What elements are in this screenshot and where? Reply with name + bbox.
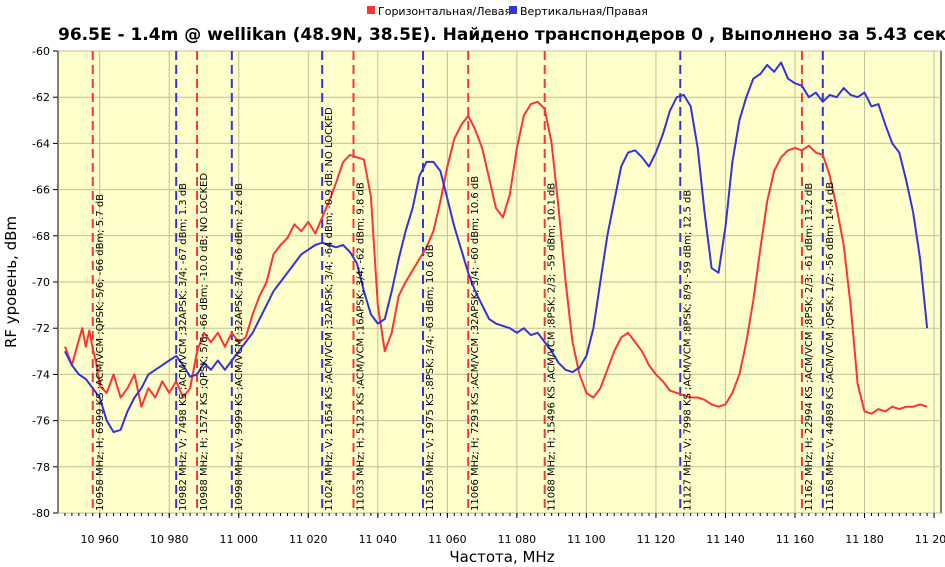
y-tick-label: -78 <box>32 461 50 474</box>
x-tick-label: 11 180 <box>845 533 884 546</box>
y-tick-label: -80 <box>32 507 50 520</box>
x-axis-ticks: 10 960 10 980 11 000 11 020 11 040 11 060 11 0… <box>64 513 945 546</box>
transponder-label: 10982 MHz; V; 7498 KS ;ACM/VCM ;32APSK; … <box>178 183 189 511</box>
x-axis-title: Частота, MHz <box>449 548 554 566</box>
transponder-label: 11024 MHz; V; 21654 KS ;ACM/VCM ;32APSK;… <box>324 107 335 511</box>
transponder-label: 11033 MHz; H; 5123 KS ;ACM/VCM ;16APSK; … <box>355 182 366 511</box>
x-tick-label: 11 140 <box>706 533 745 546</box>
transponder-label: 11168 MHz; V; 44989 KS ;ACM/VCM ;QPSK; 1… <box>825 182 836 511</box>
x-tick-label: 11 060 <box>428 533 467 546</box>
transponder-label: 11066 MHz; H; 7293 KS ;ACM/VCM ;32APSK; … <box>470 176 481 511</box>
transponder-label: 10998 MHz; V; 9999 KS ;ACM/VCM ;32APSK; … <box>234 183 245 511</box>
x-tick-label: 11 020 <box>289 533 328 546</box>
y-tick-label: -64 <box>32 137 50 150</box>
legend-label-horizontal: Горизонтальная/Левая <box>378 5 511 18</box>
x-tick-label: 10 980 <box>150 533 189 546</box>
legend-label-vertical: Вертикальная/Правая <box>520 5 648 18</box>
y-tick-label: -66 <box>32 184 50 197</box>
legend: Горизонтальная/Левая Вертикальная/Правая <box>367 5 648 18</box>
y-tick-label: -68 <box>32 230 50 243</box>
y-tick-label: -62 <box>32 91 50 104</box>
x-tick-label: 11 120 <box>637 533 676 546</box>
series-lines <box>64 61 929 434</box>
y-tick-label: -60 <box>32 45 50 58</box>
x-tick-label: 11 200 <box>915 533 945 546</box>
series-line-horizontal <box>64 100 928 415</box>
transponder-markers <box>91 51 824 513</box>
transponder-label: 11053 MHz; V; 1975 KS ;8PSK; 3/4; -63 dB… <box>425 244 436 511</box>
transponder-label: 11162 MHz; H; 22994 KS ;ACM/VCM ;8PSK; 2… <box>804 183 815 511</box>
y-tick-label: -74 <box>32 368 50 381</box>
y-axis-title: RF уровень, dBm <box>2 216 20 348</box>
series-line-vertical <box>64 61 929 434</box>
transponder-label: 10988 MHz; H; 1572 KS ;QPSK; 5/6; -66 dB… <box>199 173 210 511</box>
y-tick-label: -72 <box>32 322 50 335</box>
legend-swatch-vertical <box>509 6 517 14</box>
chart-title: 96.5E - 1.4m @ wellikan (48.9N, 38.5E). … <box>58 25 945 45</box>
x-tick-label: 11 160 <box>776 533 815 546</box>
x-tick-label: 10 960 <box>80 533 119 546</box>
x-tick-label: 11 000 <box>220 533 259 546</box>
y-axis-ticks: -60 -62 -64 -66 -68 -70 -72 -74 -76 -78 -80 <box>32 45 58 520</box>
transponder-label: 11127 MHz; V; 7998 KS ;ACM/VCM ;8PSK; 8/… <box>682 190 693 511</box>
y-tick-label: -70 <box>32 276 50 289</box>
grid <box>58 50 941 514</box>
transponder-labels: 10958 MHz; H; 6999 KS ;ACM/VCM ;QPSK; 5/… <box>95 107 836 511</box>
legend-swatch-horizontal <box>367 6 375 14</box>
transponder-label: 10958 MHz; H; 6999 KS ;ACM/VCM ;QPSK; 5/… <box>95 194 106 511</box>
x-tick-label: 11 100 <box>567 533 606 546</box>
x-tick-label: 11 080 <box>498 533 537 546</box>
y-tick-label: -76 <box>32 415 50 428</box>
x-tick-label: 11 040 <box>359 533 398 546</box>
transponder-label: 11088 MHz; H; 15496 KS ;ACM/VCM ;8PSK; 2… <box>547 183 558 511</box>
